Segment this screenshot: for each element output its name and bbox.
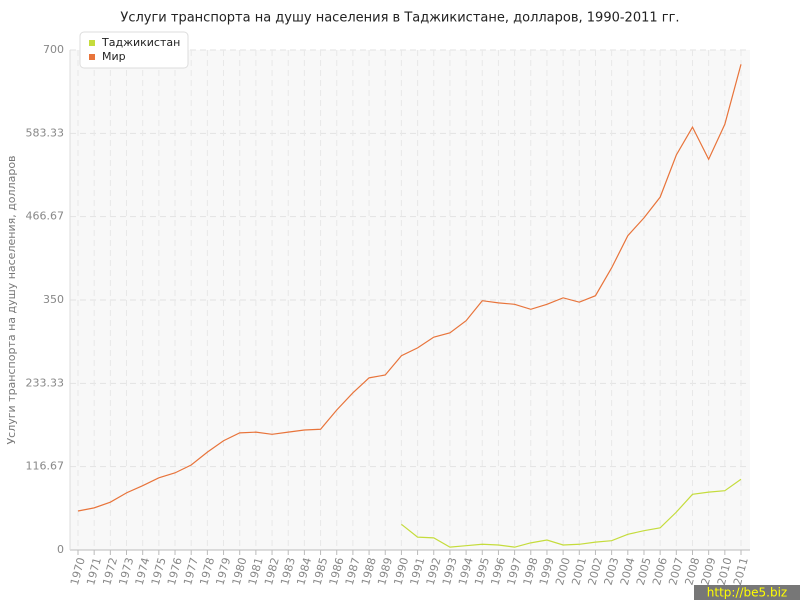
series-line <box>401 478 742 548</box>
y-tick-label: 0 <box>57 543 64 556</box>
lines <box>77 64 742 548</box>
y-tick-label: 583.33 <box>26 126 65 139</box>
y-tick-label: 700 <box>43 43 64 56</box>
legend-label: Таджикистан <box>101 36 180 49</box>
y-tick-label: 233.33 <box>26 376 65 389</box>
series-line <box>77 64 742 512</box>
watermark: http://be5.biz <box>707 586 787 600</box>
legend-swatch <box>89 40 95 46</box>
y-tick-label: 466.67 <box>26 210 65 223</box>
legend-label: Мир <box>102 50 126 63</box>
legend-box <box>79 31 189 69</box>
y-tick-label: 350 <box>43 293 64 306</box>
chart-title: Услуги транспорта на душу населения в Та… <box>120 11 679 26</box>
watermark-bg <box>694 585 800 600</box>
legend-swatch <box>89 54 95 60</box>
y-tick-label: 116.67 <box>26 460 65 473</box>
y-axis-label: Услуги транспорта на душу населения, дол… <box>5 155 18 444</box>
